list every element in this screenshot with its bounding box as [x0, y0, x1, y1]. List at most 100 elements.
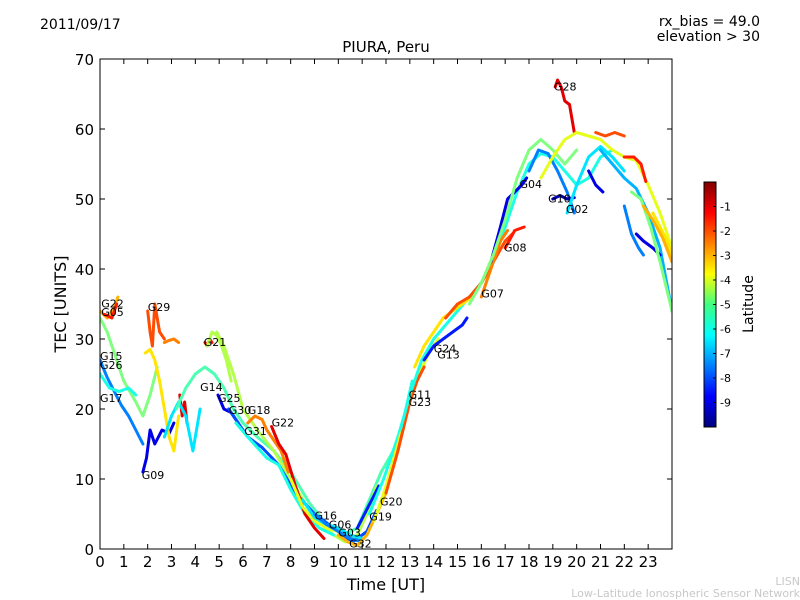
satellite-label: G32	[349, 538, 372, 551]
colorbar-ticks: -1 -2 -3 -4 -5 -6 -7 -8 -9	[713, 201, 731, 410]
satellite-label: G11	[409, 389, 432, 402]
elevation-label: elevation > 30	[656, 29, 760, 45]
series-track-g27	[162, 337, 181, 344]
series-track-g17	[100, 372, 138, 397]
satellite-label: G28	[554, 81, 577, 94]
series-track-g24	[398, 148, 614, 432]
series-track-g27b	[539, 131, 672, 250]
series-track-g14	[162, 400, 202, 453]
x-tick-label: 15	[448, 553, 467, 571]
x-tick-label: 7	[262, 553, 272, 571]
series-track-g23	[372, 337, 440, 523]
satellite-label: G07	[481, 288, 504, 301]
y-axis-label: TEC [UNITS]	[51, 256, 70, 354]
series-track-g11	[384, 365, 426, 495]
x-tick-label: 6	[238, 553, 248, 571]
x-tick-label: 17	[496, 553, 515, 571]
series-track-g17b	[622, 155, 648, 183]
series-track-g09b	[587, 169, 605, 194]
series-track-g30b	[630, 190, 672, 313]
satellite-label: G26	[100, 359, 123, 372]
series-track-g13	[422, 316, 469, 362]
colorbar-label: Latitude	[741, 275, 757, 333]
satellite-label: G25	[218, 392, 241, 405]
series-track-g10b	[527, 148, 576, 215]
x-tick-label: 10	[329, 553, 348, 571]
series-track-g06	[301, 498, 364, 540]
x-tick-label: 14	[424, 553, 443, 571]
satellite-label: G17	[100, 392, 123, 405]
satellite-label: G10	[548, 193, 571, 206]
series-track-g22b	[246, 414, 290, 474]
series-track-g12	[143, 348, 181, 453]
satellite-label: G20	[380, 496, 403, 509]
satellite-label: G02	[566, 203, 589, 216]
series-track-g19	[355, 484, 381, 530]
colorbar-tick-label: -4	[720, 274, 731, 287]
satellite-label: G19	[369, 510, 392, 523]
satellite-label: G04	[520, 178, 543, 191]
satellite-label: G21	[204, 336, 227, 349]
x-tick-label: 19	[543, 553, 562, 571]
footer-network-abbrev: LISN	[775, 575, 800, 588]
colorbar-tick-label: -9	[720, 397, 731, 410]
series-track-g21c	[651, 211, 672, 257]
series-track-g30	[215, 330, 378, 544]
x-tick-label: 18	[519, 553, 538, 571]
series-track-g07	[444, 232, 514, 320]
satellite-label: G14	[200, 381, 223, 394]
colorbar-tick-label: -6	[720, 323, 731, 336]
x-tick-label: 13	[400, 553, 419, 571]
series-track-g05	[103, 302, 119, 320]
colorbar-tick-label: -2	[720, 225, 731, 238]
x-axis-ticks: 0 1 2 3 4 5 6 7 8 9 10 11 12 13 14 15 16 17 18 19 20 21 22 23	[95, 59, 658, 571]
x-tick-label: 21	[591, 553, 610, 571]
x-tick-label: 2	[143, 553, 153, 571]
colorbar-tick-label: -5	[720, 299, 731, 312]
series-track-g29	[146, 302, 166, 348]
colorbar-tick-label: -8	[720, 372, 731, 385]
x-tick-label: 5	[214, 553, 224, 571]
x-tick-label: 3	[167, 553, 177, 571]
series-track-g08b	[503, 225, 526, 250]
series-track-g21b	[205, 330, 233, 383]
x-tick-label: 16	[472, 553, 491, 571]
colorbar-tick-label: -7	[720, 348, 731, 361]
series-track-g29b	[599, 148, 672, 313]
y-axis-ticks: 0 10 20 30 40 50 60 70	[75, 51, 672, 559]
y-tick-label: 70	[75, 51, 94, 69]
series-track-g18	[234, 421, 336, 537]
colorbar-tick-label: -1	[720, 201, 731, 214]
y-tick-label: 60	[75, 121, 94, 139]
footer-network-name: Low-Latitude Ionospheric Sensor Network	[571, 587, 800, 600]
satellite-label: G22	[101, 298, 124, 311]
satellite-label: G08	[504, 242, 527, 255]
y-tick-label: 20	[75, 401, 94, 419]
series-track-g15b	[641, 204, 672, 264]
satellite-label: G05	[101, 306, 124, 319]
satellite-label: G23	[409, 396, 432, 409]
x-axis-label: Time [UT]	[346, 575, 425, 594]
satellite-label: G13	[437, 349, 460, 362]
satellite-label: G24	[434, 342, 457, 355]
y-tick-label: 50	[75, 191, 94, 209]
x-tick-label: 23	[639, 553, 658, 571]
satellite-label: G03	[338, 526, 361, 539]
series-track-g04b	[467, 138, 579, 306]
satellite-label: G15	[100, 350, 123, 363]
x-tick-label: 22	[615, 553, 634, 571]
y-tick-label: 30	[75, 331, 94, 349]
y-tick-label: 0	[84, 541, 94, 559]
series-track-g22c	[270, 425, 326, 540]
satellite-label: G30	[229, 404, 252, 417]
rx-bias-label: rx_bias = 49.0	[658, 14, 760, 30]
series-layer	[100, 78, 672, 547]
x-tick-label: 8	[286, 553, 296, 571]
series-track-g24b	[413, 295, 474, 369]
y-tick-label: 10	[75, 471, 94, 489]
chart-title: PIURA, Peru	[342, 38, 429, 56]
satellite-label: G06	[329, 519, 352, 532]
series-track-g02b	[565, 145, 626, 215]
x-tick-label: 9	[310, 553, 320, 571]
